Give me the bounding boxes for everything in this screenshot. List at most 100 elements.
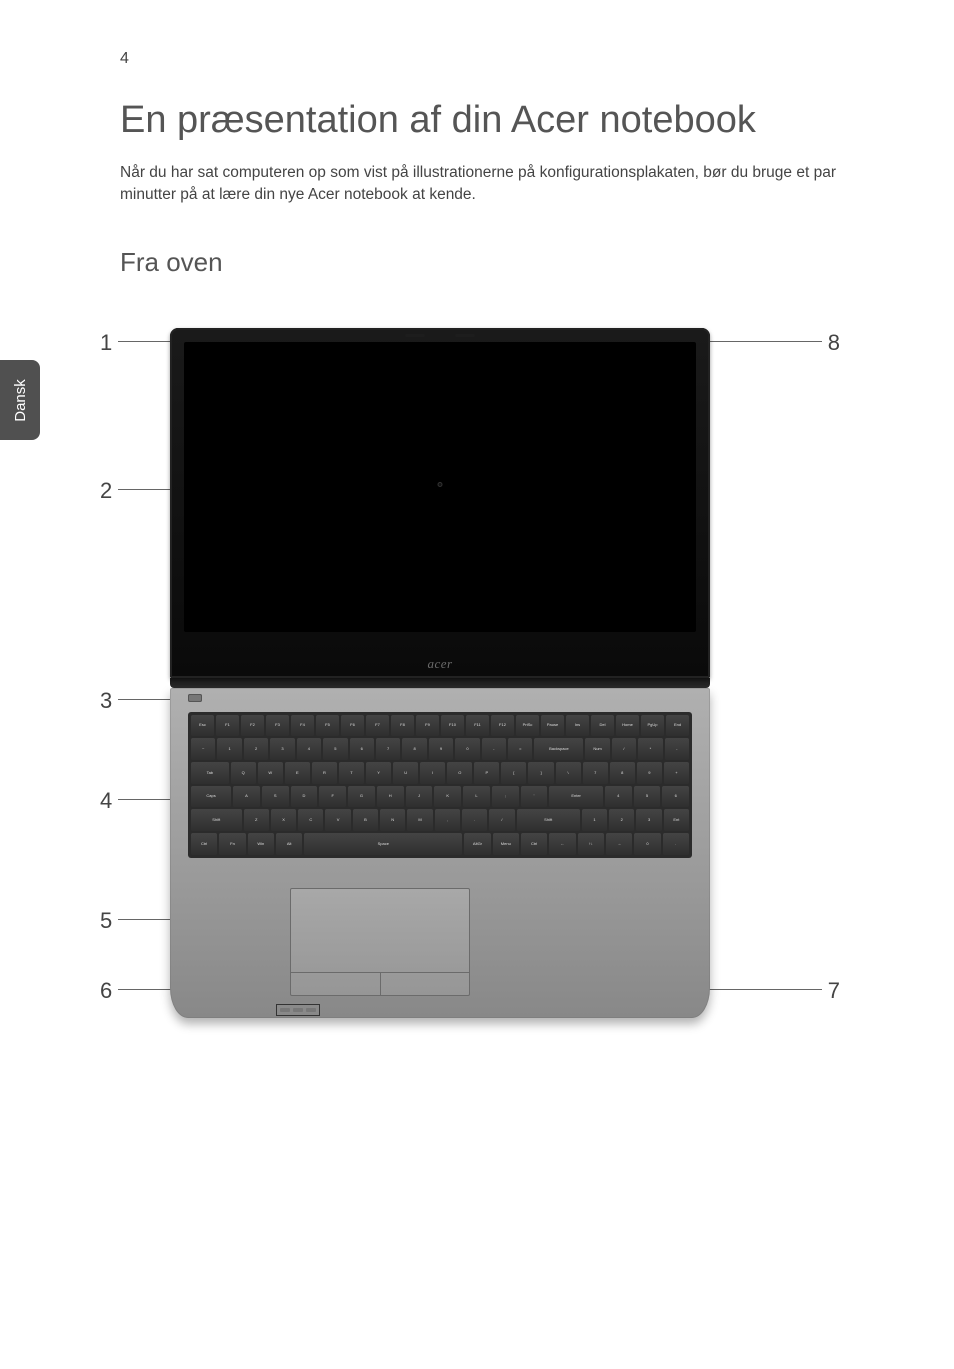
keyboard-key: F12 [491, 715, 514, 737]
laptop-top-view-diagram: 1 2 3 4 5 6 8 7 [100, 308, 840, 1008]
keyboard-key: F11 [466, 715, 489, 737]
keyboard-key: Ctrl [191, 833, 217, 855]
language-side-tab: Dansk [0, 360, 40, 440]
keyboard-key: B [353, 809, 378, 831]
keyboard-key: ← [549, 833, 575, 855]
keyboard-key: I [420, 762, 445, 784]
keyboard-key: . [663, 833, 689, 855]
keyboard-key: 4 [605, 786, 632, 808]
laptop-hinge [170, 678, 710, 688]
touchpad [290, 888, 470, 996]
laptop-display [184, 342, 696, 632]
keyboard-key: ~ [191, 738, 215, 760]
keyboard-key: 2 [609, 809, 634, 831]
keyboard-key: PgUp [641, 715, 664, 737]
keyboard-key: , [435, 809, 460, 831]
status-indicators [276, 1004, 320, 1016]
callout-line [710, 341, 822, 342]
page-number: 4 [120, 50, 874, 68]
keyboard-key: 3 [636, 809, 661, 831]
keyboard-key: Backspace [534, 738, 583, 760]
laptop-keyboard: EscF1F2F3F4F5F6F7F8F9F10F11F12PrtScPause… [188, 712, 692, 858]
keyboard-key: Win [248, 833, 274, 855]
keyboard-key: U [393, 762, 418, 784]
keyboard-key: 1 [217, 738, 241, 760]
keyboard-key: A [233, 786, 260, 808]
keyboard-key: PrtSc [516, 715, 539, 737]
keyboard-row: CtrlFnWinAltSpaceAltGrMenuCtrl←↑↓→0. [191, 833, 689, 855]
keyboard-key: Alt [276, 833, 302, 855]
keyboard-key: R [312, 762, 337, 784]
callout-8: 8 [828, 330, 840, 356]
keyboard-key: 1 [582, 809, 607, 831]
keyboard-key: Shift [517, 809, 580, 831]
keyboard-row: EscF1F2F3F4F5F6F7F8F9F10F11F12PrtScPause… [191, 715, 689, 737]
keyboard-key: - [482, 738, 506, 760]
keyboard-key: - [665, 738, 689, 760]
callout-1: 1 [100, 330, 112, 356]
keyboard-row: ShiftZXCVBNM,./Shift123Ent [191, 809, 689, 831]
keyboard-key: Enter [549, 786, 602, 808]
keyboard-key: * [638, 738, 662, 760]
keyboard-key: [ [501, 762, 526, 784]
keyboard-key: F10 [441, 715, 464, 737]
webcam-icon [438, 482, 443, 487]
keyboard-key: Ctrl [521, 833, 547, 855]
keyboard-key: End [666, 715, 689, 737]
keyboard-key: 2 [244, 738, 268, 760]
keyboard-key: Q [231, 762, 256, 784]
keyboard-key: Caps [191, 786, 231, 808]
keyboard-key: \ [556, 762, 581, 784]
keyboard-key: T [339, 762, 364, 784]
keyboard-key: 4 [297, 738, 321, 760]
keyboard-key: 9 [637, 762, 662, 784]
keyboard-key: Home [616, 715, 639, 737]
laptop-illustration: acer EscF1F2F3F4F5F6F7F8F9F10F11F12PrtSc… [170, 328, 710, 1018]
callout-7: 7 [828, 978, 840, 1004]
brand-logo: acer [427, 656, 452, 672]
keyboard-key: Shift [191, 809, 242, 831]
keyboard-key: C [298, 809, 323, 831]
keyboard-key: F2 [241, 715, 264, 737]
section-heading: Fra oven [120, 247, 874, 278]
keyboard-key: Menu [493, 833, 519, 855]
keyboard-key: V [325, 809, 350, 831]
keyboard-key: O [447, 762, 472, 784]
keyboard-key: J [406, 786, 433, 808]
keyboard-key: S [262, 786, 289, 808]
keyboard-key: G [348, 786, 375, 808]
keyboard-key: K [434, 786, 461, 808]
laptop-base: EscF1F2F3F4F5F6F7F8F9F10F11F12PrtScPause… [170, 688, 710, 1018]
page-title: En præsentation af din Acer notebook [120, 98, 874, 144]
keyboard-key: 0 [634, 833, 660, 855]
keyboard-key: F4 [291, 715, 314, 737]
keyboard-key: Esc [191, 715, 214, 737]
keyboard-key: + [664, 762, 689, 784]
keyboard-key: F [319, 786, 346, 808]
keyboard-key: 8 [610, 762, 635, 784]
keyboard-key: 6 [662, 786, 689, 808]
keyboard-key: 5 [634, 786, 661, 808]
keyboard-key: Y [366, 762, 391, 784]
keyboard-key: 0 [455, 738, 479, 760]
keyboard-key: AltGr [464, 833, 490, 855]
keyboard-key: M [407, 809, 432, 831]
keyboard-key: F6 [341, 715, 364, 737]
keyboard-key: F8 [391, 715, 414, 737]
keyboard-key: Ins [566, 715, 589, 737]
keyboard-key: ] [528, 762, 553, 784]
callout-6: 6 [100, 978, 112, 1004]
microphone-slots [405, 334, 475, 337]
keyboard-row: CapsASDFGHJKL;'Enter456 [191, 786, 689, 808]
keyboard-key: ; [492, 786, 519, 808]
keyboard-key: → [606, 833, 632, 855]
keyboard-key: Tab [191, 762, 229, 784]
keyboard-key: = [508, 738, 532, 760]
keyboard-key: E [285, 762, 310, 784]
keyboard-key: ↑↓ [578, 833, 604, 855]
keyboard-key: F5 [316, 715, 339, 737]
keyboard-key: W [258, 762, 283, 784]
keyboard-key: L [463, 786, 490, 808]
keyboard-key: D [291, 786, 318, 808]
keyboard-key: F7 [366, 715, 389, 737]
